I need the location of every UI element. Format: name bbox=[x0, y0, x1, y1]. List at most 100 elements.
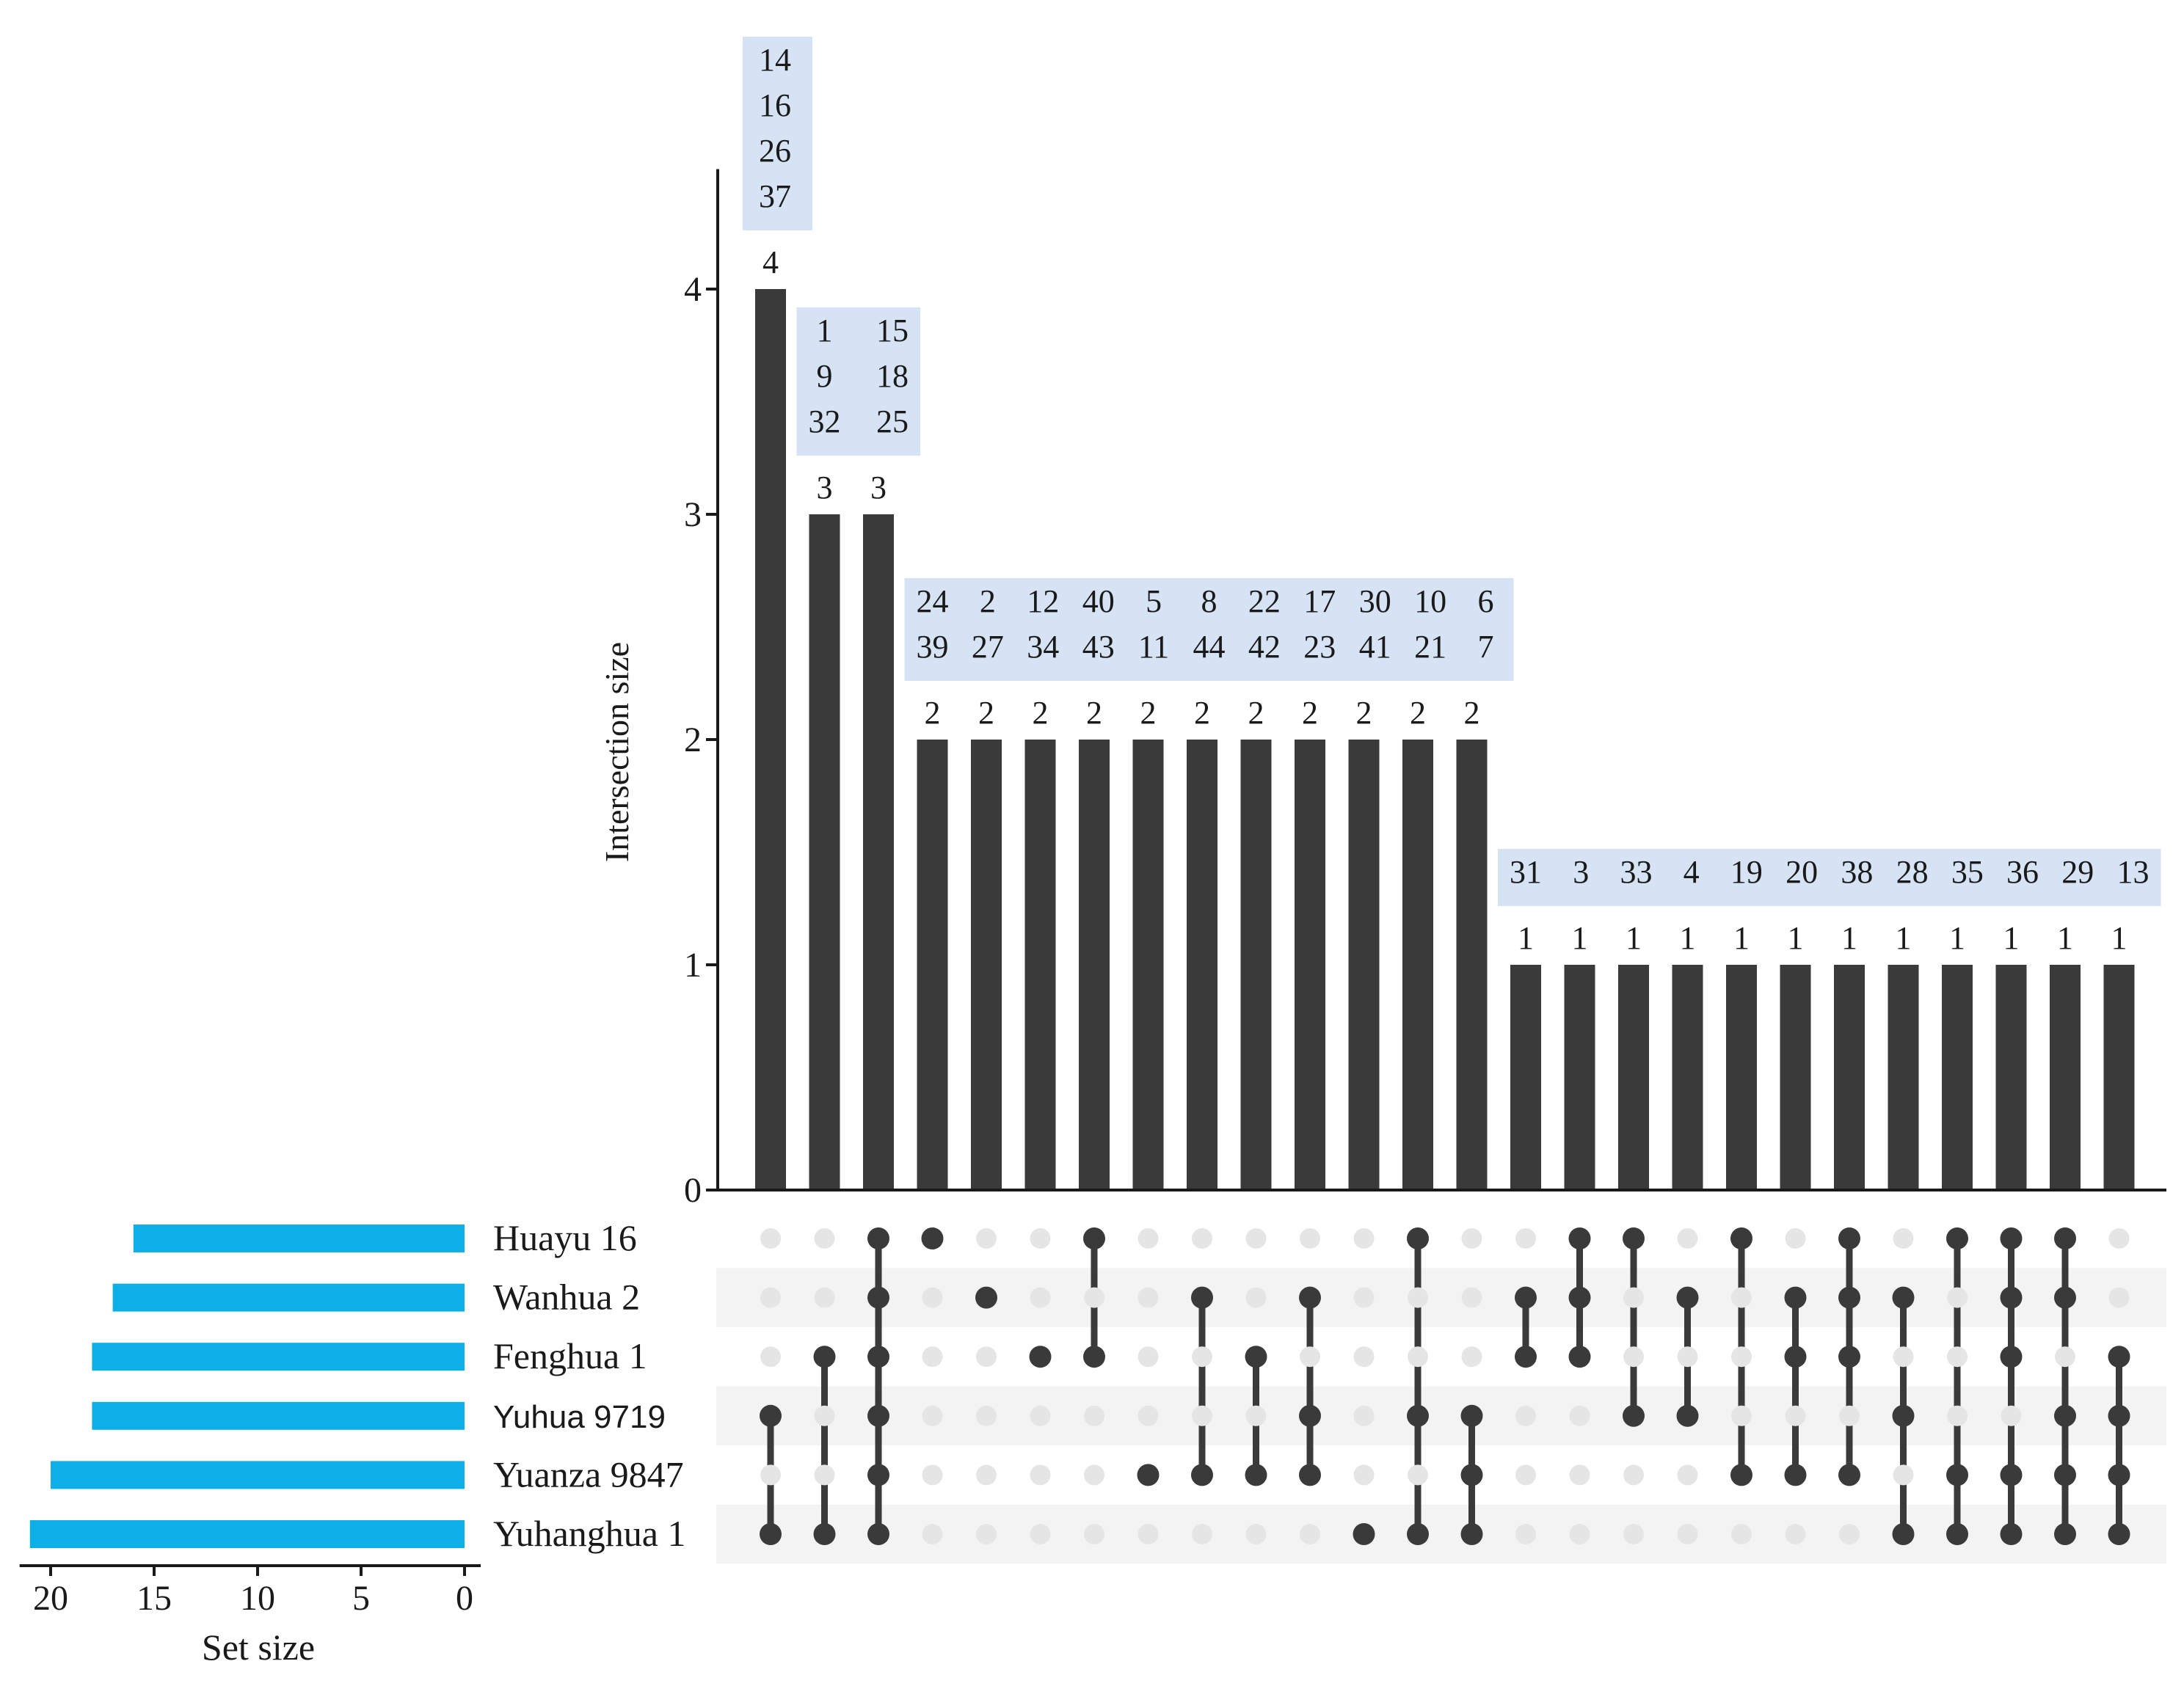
y-tick-label: 4 bbox=[684, 270, 702, 309]
bar-value-label: 2 bbox=[1410, 695, 1426, 731]
matrix-dot-active bbox=[1191, 1464, 1213, 1486]
intersection-bar bbox=[1995, 965, 2027, 1190]
intersection-bar bbox=[755, 289, 786, 1190]
matrix-dot-inactive bbox=[1893, 1346, 1914, 1368]
matrix-dot-active bbox=[2000, 1464, 2023, 1486]
matrix-dot-inactive bbox=[1353, 1464, 1375, 1486]
intersection-bar bbox=[2103, 965, 2135, 1190]
element-id-label: 34 bbox=[1027, 629, 1059, 665]
matrix-dot-active bbox=[2108, 1464, 2130, 1486]
matrix-dot-active bbox=[2000, 1523, 2023, 1545]
bar-value-label: 3 bbox=[870, 470, 887, 506]
matrix-dot-inactive bbox=[1030, 1287, 1051, 1308]
set-size-bar bbox=[29, 1520, 465, 1548]
intersection-bar bbox=[1456, 740, 1488, 1190]
annotation-box bbox=[743, 37, 812, 230]
matrix-dot-inactive bbox=[1192, 1405, 1212, 1426]
matrix-dot-inactive bbox=[1893, 1464, 1914, 1486]
matrix-dot-active bbox=[2054, 1404, 2076, 1427]
matrix-dot-active bbox=[1299, 1404, 1321, 1427]
intersection-bar bbox=[1510, 965, 1541, 1190]
matrix-dot-inactive bbox=[922, 1524, 943, 1544]
matrix-dot-active bbox=[1676, 1404, 1699, 1427]
set-size-bar bbox=[92, 1401, 465, 1430]
element-id-label: 11 bbox=[1138, 629, 1169, 665]
matrix-dot-active bbox=[2108, 1404, 2130, 1427]
intersection-bar bbox=[1888, 965, 1919, 1190]
matrix-dot-active bbox=[2108, 1346, 2130, 1368]
matrix-dot-active bbox=[867, 1523, 889, 1545]
matrix-dot-inactive bbox=[1030, 1524, 1051, 1544]
matrix-dot-inactive bbox=[922, 1464, 943, 1486]
row-stripe bbox=[716, 1268, 2166, 1327]
matrix-dot-active bbox=[1946, 1523, 1968, 1545]
matrix-dot-inactive bbox=[1138, 1405, 1159, 1426]
element-id-label: 21 bbox=[1414, 629, 1446, 665]
element-id-label: 19 bbox=[1730, 854, 1763, 890]
element-id-label: 13 bbox=[2117, 854, 2150, 890]
bar-value-label: 2 bbox=[1140, 695, 1157, 731]
matrix-dot-inactive bbox=[1353, 1346, 1375, 1368]
matrix-dot-active bbox=[1299, 1286, 1321, 1309]
set-name-label: Fenghua 1 bbox=[493, 1335, 647, 1376]
intersection-bar bbox=[971, 740, 1002, 1190]
matrix-dot-inactive bbox=[1947, 1346, 1968, 1368]
bar-value-label: 1 bbox=[1896, 920, 1912, 956]
matrix-dot-inactive bbox=[1623, 1287, 1644, 1308]
bar-value-label: 1 bbox=[1680, 920, 1696, 956]
matrix-dot-active bbox=[1460, 1404, 1483, 1427]
matrix-dot-inactive bbox=[1677, 1228, 1698, 1249]
intersection-bar bbox=[1079, 740, 1110, 1190]
element-id-label: 14 bbox=[759, 42, 791, 78]
matrix-dot-active bbox=[1029, 1346, 1052, 1368]
element-id-label: 32 bbox=[809, 404, 841, 439]
matrix-dot-inactive bbox=[922, 1405, 943, 1426]
matrix-dot-active bbox=[1730, 1227, 1752, 1249]
matrix-dot-inactive bbox=[976, 1405, 997, 1426]
matrix-dot-active bbox=[2000, 1286, 2023, 1309]
bar-value-label: 3 bbox=[817, 470, 833, 506]
matrix-dot-inactive bbox=[1839, 1405, 1860, 1426]
matrix-dot-active bbox=[760, 1523, 782, 1545]
element-id-label: 33 bbox=[1620, 854, 1652, 890]
matrix-dot-active bbox=[1515, 1286, 1537, 1309]
matrix-dot-inactive bbox=[1731, 1346, 1752, 1368]
matrix-dot-inactive bbox=[814, 1405, 835, 1426]
annotation-box bbox=[904, 578, 1514, 681]
matrix-dot-inactive bbox=[1084, 1464, 1104, 1486]
y-axis-title: Intersection size bbox=[598, 642, 636, 862]
matrix-dot-inactive bbox=[1731, 1287, 1752, 1308]
matrix-dot-active bbox=[813, 1523, 836, 1545]
matrix-dot-inactive bbox=[1245, 1524, 1267, 1544]
set-name-label: Yuhanghua 1 bbox=[493, 1513, 685, 1554]
element-id-label: 38 bbox=[1841, 854, 1873, 890]
set-axis-tick-label: 10 bbox=[240, 1579, 275, 1618]
intersection-bar bbox=[1132, 740, 1164, 1190]
row-stripe bbox=[716, 1504, 2166, 1564]
bar-value-label: 1 bbox=[1788, 920, 1804, 956]
matrix-dot-inactive bbox=[2055, 1346, 2075, 1368]
element-id-label: 43 bbox=[1082, 629, 1115, 665]
matrix-dot-inactive bbox=[1677, 1464, 1698, 1486]
intersection-bar bbox=[1564, 965, 1595, 1190]
matrix-dot-inactive bbox=[1192, 1228, 1212, 1249]
bar-value-label: 1 bbox=[1733, 920, 1750, 956]
set-size-bars bbox=[29, 1225, 465, 1548]
element-id-label: 20 bbox=[1786, 854, 1818, 890]
matrix-dot-inactive bbox=[1084, 1405, 1104, 1426]
matrix-dot-active bbox=[1083, 1227, 1105, 1249]
matrix-dot-inactive bbox=[1785, 1405, 1806, 1426]
matrix-dot-inactive bbox=[760, 1228, 781, 1249]
element-id-label: 18 bbox=[876, 358, 909, 394]
annotation-box bbox=[1498, 849, 2161, 906]
y-tick-label: 0 bbox=[684, 1171, 702, 1210]
element-id-label: 17 bbox=[1303, 583, 1336, 619]
element-id-label: 16 bbox=[759, 87, 791, 123]
intersection-bar bbox=[1295, 740, 1325, 1190]
intersection-bar bbox=[1942, 965, 1973, 1190]
matrix-dot-active bbox=[1137, 1464, 1160, 1486]
matrix-dot-active bbox=[1730, 1464, 1752, 1486]
matrix-dot-inactive bbox=[814, 1287, 835, 1308]
matrix-dot-inactive bbox=[814, 1228, 835, 1249]
set-name-label: Huayu 16 bbox=[493, 1217, 637, 1258]
